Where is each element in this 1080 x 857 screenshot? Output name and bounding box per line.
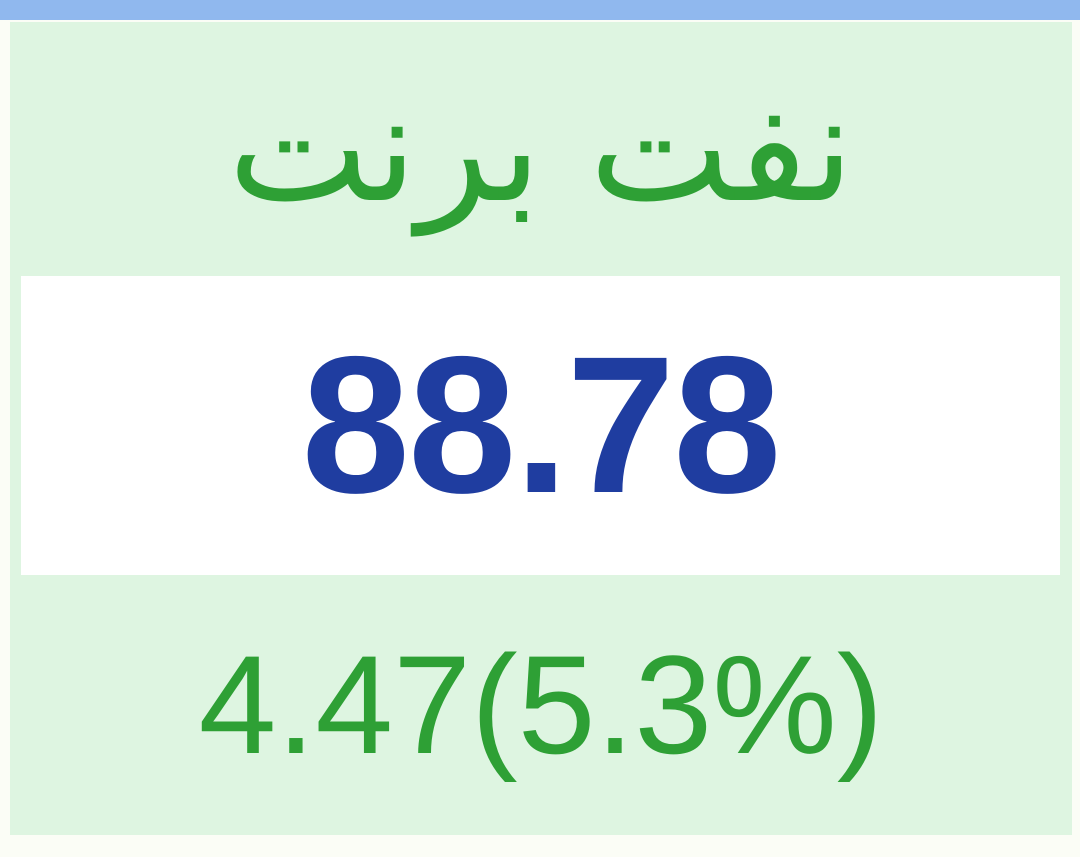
- quote-card: نفت برنت 88.78 4.47(5.3%): [10, 22, 1072, 835]
- top-accent-bar: [0, 0, 1080, 20]
- change-value: 4.47(5.3%): [198, 626, 884, 783]
- price-band: 88.78: [21, 276, 1060, 575]
- price-value: 88.78: [301, 316, 782, 534]
- instrument-title: نفت برنت: [227, 62, 855, 236]
- title-row: نفت برنت: [10, 22, 1072, 276]
- change-row: 4.47(5.3%): [10, 575, 1072, 835]
